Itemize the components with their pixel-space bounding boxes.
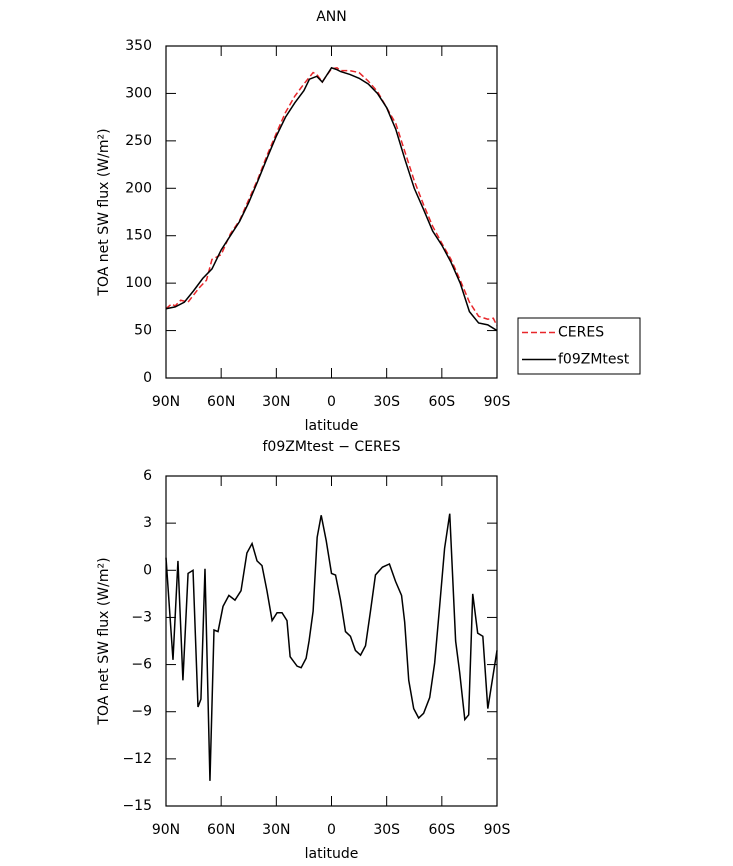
y-axis-label: TOA net SW flux (W/m²) (96, 557, 112, 725)
data-line (165, 513, 498, 781)
x-axis-label: latitude (305, 418, 359, 434)
x-tick-label: 90S (484, 394, 511, 410)
y-tick-label: 300 (125, 85, 152, 101)
chart-title: f09ZMtest − CERES (262, 439, 400, 455)
x-tick-label: 90N (152, 822, 180, 838)
legend-label: CERES (558, 325, 604, 341)
y-tick-label: 3 (143, 515, 152, 531)
legend-box (517, 317, 641, 375)
x-tick-label: 30S (373, 822, 400, 838)
x-tick-label: 60S (428, 822, 455, 838)
y-tick-label: −6 (131, 657, 152, 673)
y-tick-label: 100 (125, 275, 152, 291)
data-line (165, 66, 498, 332)
y-tick-label: −9 (131, 704, 152, 720)
y-tick-label: 350 (125, 38, 152, 54)
x-tick-label: 30S (373, 394, 400, 410)
y-tick-label: 0 (143, 370, 152, 386)
y-tick-label: 200 (125, 180, 152, 196)
chart-title: ANN (316, 9, 347, 25)
x-tick-label: 60N (207, 394, 235, 410)
x-tick-label: 0 (327, 822, 336, 838)
x-tick-label: 60S (428, 394, 455, 410)
y-tick-label: −12 (122, 751, 152, 767)
x-tick-label: 60N (207, 822, 235, 838)
data-line (165, 67, 498, 327)
y-tick-label: −3 (131, 609, 152, 625)
x-tick-label: 30N (262, 822, 290, 838)
x-tick-label: 90S (484, 822, 511, 838)
y-tick-label: 6 (143, 468, 152, 484)
plot-frame (165, 45, 498, 379)
y-tick-label: 150 (125, 228, 152, 244)
y-tick-label: 50 (134, 323, 152, 339)
x-tick-label: 90N (152, 394, 180, 410)
x-axis-label: latitude (305, 846, 359, 862)
y-tick-label: −15 (122, 798, 152, 814)
plot-frame (165, 475, 498, 807)
y-axis-label: TOA net SW flux (W/m²) (96, 128, 112, 296)
legend-label: f09ZMtest (558, 352, 630, 368)
y-tick-label: 250 (125, 133, 152, 149)
x-tick-label: 30N (262, 394, 290, 410)
x-tick-label: 0 (327, 394, 336, 410)
y-tick-label: 0 (143, 562, 152, 578)
